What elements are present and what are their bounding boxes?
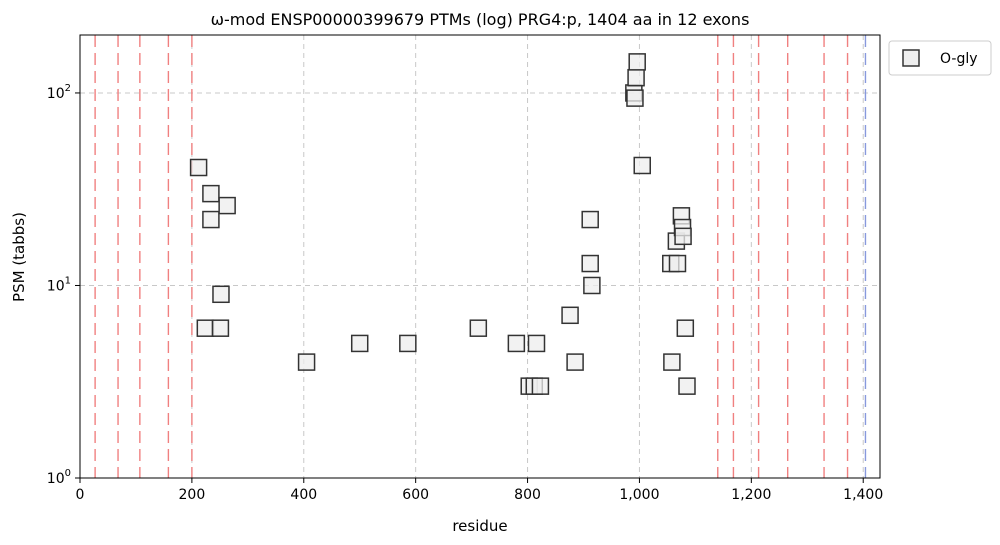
grid	[79, 35, 880, 479]
data-point	[527, 334, 546, 353]
y-tick-exponent: 1	[65, 275, 71, 286]
y-tick-label: 102	[47, 83, 71, 102]
plot-frame	[79, 34, 881, 479]
x-axis-label: residue	[452, 517, 507, 535]
y-tick-label: 101	[47, 275, 71, 294]
y-tick-label: 100	[47, 468, 71, 487]
data-point	[202, 210, 220, 229]
data-point	[583, 276, 601, 295]
x-tick-label: 1,400	[843, 487, 883, 503]
data-point	[581, 254, 599, 273]
data-point	[581, 210, 599, 229]
data-point	[678, 377, 696, 395]
data-point	[218, 196, 236, 215]
data-point	[628, 53, 646, 71]
y-tick-base: 10	[47, 86, 65, 102]
y-tick-exponent: 0	[65, 468, 71, 479]
y-tick-base: 10	[47, 471, 65, 487]
data-point	[202, 184, 220, 203]
data-point	[627, 68, 645, 87]
data-point	[212, 285, 230, 304]
data-point	[633, 156, 651, 175]
data-point	[566, 353, 584, 371]
data-point	[196, 319, 215, 337]
data-point	[676, 319, 695, 337]
x-tick-label: 200	[179, 487, 206, 503]
data-point	[531, 377, 550, 395]
x-tick-label: 1,200	[731, 487, 771, 503]
data-point	[350, 334, 369, 353]
data-point	[211, 319, 230, 337]
data-point	[668, 254, 687, 273]
y-tick-base: 10	[47, 278, 65, 294]
x-tick-label: 400	[290, 487, 317, 503]
exon-boundaries	[94, 35, 867, 478]
x-tick-label: 1,000	[619, 487, 659, 503]
legend: O-gly	[888, 40, 992, 76]
data-point	[297, 353, 316, 371]
legend-label: O-gly	[940, 51, 978, 67]
legend-marker	[902, 49, 920, 67]
x-tick-label: 0	[76, 487, 85, 503]
chart-title: ω-mod ENSP00000399679 PTMs (log) PRG4:p,…	[211, 10, 750, 29]
data-point	[399, 334, 417, 353]
x-tick-label: 800	[514, 487, 541, 503]
x-ticks: 0 200 400 600 800 1,000 1,200 1,400	[76, 478, 883, 503]
data-point	[469, 319, 488, 337]
data-point	[674, 227, 692, 246]
data-point	[189, 158, 208, 177]
x-tick-label: 600	[402, 487, 429, 503]
data-point	[561, 306, 579, 325]
data-point	[507, 334, 526, 353]
data-point	[626, 89, 644, 107]
data-points	[189, 53, 696, 395]
y-tick-exponent: 2	[65, 83, 71, 94]
data-point	[663, 353, 681, 371]
y-axis-label: PSM (tabbs)	[10, 212, 28, 302]
